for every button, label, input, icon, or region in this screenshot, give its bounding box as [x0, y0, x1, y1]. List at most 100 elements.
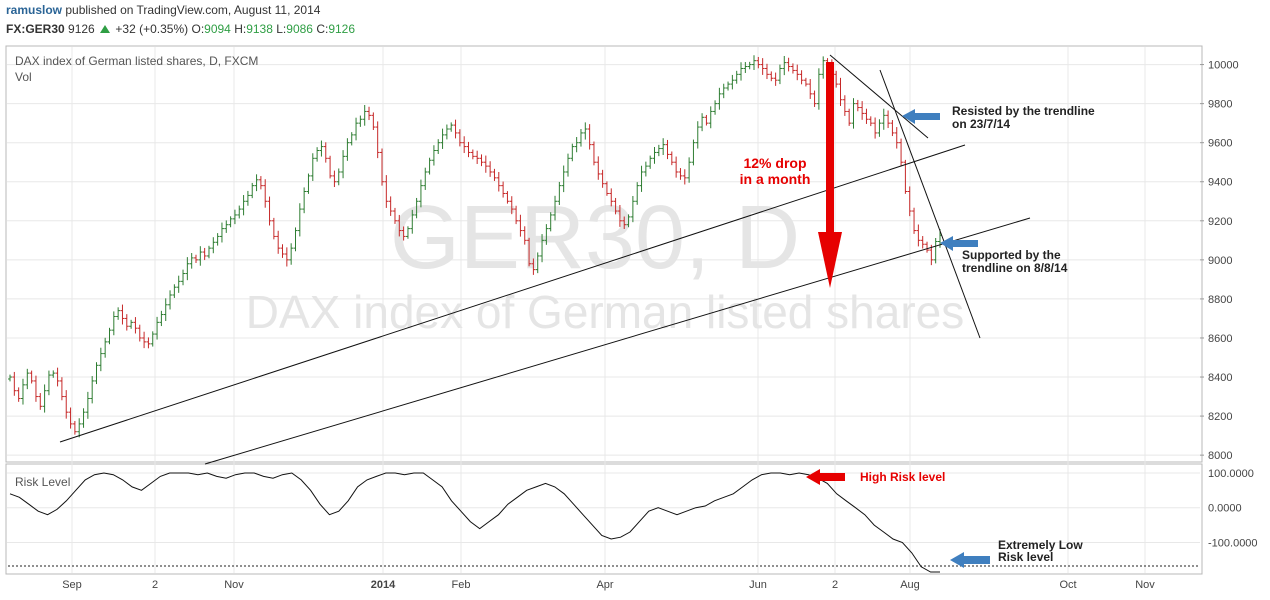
- ohlc-bar: [129, 319, 134, 329]
- ohlc-bar: [77, 418, 82, 438]
- ohlc-bar: [401, 226, 406, 241]
- ohlc-bar: [59, 377, 64, 401]
- up-triangle-icon: [100, 25, 111, 33]
- ohlc-bar: [133, 317, 138, 334]
- ohlc-bar: [726, 81, 731, 91]
- ohlc-bar: [453, 119, 458, 139]
- ohlc-bar: [16, 387, 21, 402]
- ohlc-bar: [111, 311, 116, 336]
- ohlc-bar: [466, 141, 471, 158]
- ohlc-bar: [380, 148, 384, 186]
- ohlc-bar: [795, 64, 800, 81]
- ohlc-bar: [362, 104, 367, 126]
- ohlc-bar: [527, 237, 532, 267]
- ohlc-bar: [405, 226, 410, 239]
- ohlc-bar: [488, 161, 493, 177]
- ohlc-bar: [427, 157, 432, 175]
- ohlc-bar: [777, 64, 782, 85]
- ohlc-bar: [120, 304, 125, 325]
- x-tick-label: Jun: [749, 579, 767, 591]
- ohlc-bar: [310, 153, 315, 181]
- y-tick-label: 9400: [1208, 177, 1232, 189]
- ohlc-bar: [540, 234, 545, 263]
- ohlc-bar: [769, 71, 774, 82]
- ohlc-bar: [85, 391, 90, 419]
- ohlc-bar: [444, 124, 449, 140]
- ohlc-bar: [68, 407, 73, 429]
- ohlc-bar: [332, 170, 337, 188]
- ohlc-bar: [358, 115, 363, 127]
- ohlc-bar: [172, 284, 177, 298]
- ohlc-bar: [613, 197, 618, 215]
- ohlc-bar: [847, 108, 852, 126]
- ohlc-bar: [414, 197, 419, 219]
- supported-arrow-icon: [940, 236, 978, 251]
- ohlc-bar: [297, 203, 302, 237]
- risk-line: [9, 472, 940, 573]
- ohlc-bar: [215, 233, 220, 246]
- ohlc-bar: [228, 216, 233, 228]
- ohlc-bar: [107, 327, 112, 345]
- ohlc-bar: [557, 181, 562, 205]
- risk-tick-label: -100.0000: [1208, 537, 1258, 549]
- ohlc-bar: [648, 155, 653, 169]
- ohlc-bar: [868, 116, 873, 127]
- ohlc-bar: [855, 99, 860, 112]
- x-tick-label: Apr: [596, 579, 613, 591]
- ohlc-bar: [561, 165, 566, 193]
- ohlc-bar: [29, 370, 34, 384]
- ohlc-bar: [669, 151, 674, 166]
- ohlc-bar: [799, 70, 804, 85]
- ohlc-bar: [652, 146, 657, 164]
- ohlc-bar: [864, 108, 869, 124]
- main-pane-frame: [5, 45, 1203, 463]
- ohlc-bar: [159, 310, 164, 327]
- high-value: 9138: [246, 22, 273, 36]
- ohlc-bar: [587, 124, 592, 150]
- ohlc-bar: [103, 337, 108, 358]
- low-risk-arrow-icon: [950, 552, 990, 568]
- ohlc-bar: [492, 168, 497, 181]
- drop-arrow-shaft: [826, 62, 834, 234]
- ohlc-bar: [916, 224, 921, 247]
- ohlc-bar: [206, 245, 211, 259]
- ohlc-bar: [276, 230, 281, 254]
- ohlc-bar: [674, 156, 679, 178]
- ohlc-bar: [886, 110, 891, 129]
- x-tick-label: Nov: [224, 579, 244, 591]
- ohlc-bar: [873, 117, 878, 139]
- ohlc-bar: [354, 117, 359, 141]
- ohlc-bar: [367, 106, 372, 121]
- ohlc-bar: [245, 190, 250, 206]
- ohlc-bar: [12, 371, 17, 396]
- ohlc-bar: [816, 68, 821, 110]
- ohlc-bar: [55, 367, 60, 387]
- ohlc-bar: [189, 253, 194, 269]
- ohlc-bar: [890, 120, 895, 137]
- ohlc-bar: [933, 237, 938, 264]
- ohlc-bar: [483, 155, 488, 173]
- x-tick-label: 2: [152, 579, 158, 591]
- ohlc-bar: [185, 257, 190, 281]
- ohlc-bar: [371, 112, 376, 130]
- risk-tick-label: 100.0000: [1208, 468, 1254, 480]
- ohlc-bar: [168, 290, 173, 310]
- ohlc-bar: [808, 79, 813, 99]
- drop-label-2: in a month: [740, 171, 811, 187]
- author-link[interactable]: ramuslow: [6, 3, 63, 17]
- ohlc-bar: [752, 55, 756, 71]
- ohlc-bar: [531, 258, 536, 275]
- ohlc-bar: [907, 186, 912, 217]
- y-tick-label: 9200: [1208, 216, 1232, 228]
- ohlc-bar: [319, 140, 324, 157]
- ohlc-bar: [8, 374, 12, 382]
- ohlc-bar: [64, 390, 69, 419]
- ohlc-bar: [194, 254, 198, 263]
- ohlc-bar: [384, 175, 389, 208]
- ohlc-bar: [747, 61, 752, 70]
- ohlc-bar: [803, 77, 808, 87]
- ohlc-bar: [137, 324, 142, 342]
- ohlc-bar: [250, 182, 255, 199]
- main-title: DAX index of German listed shares, D, FX…: [15, 54, 258, 68]
- ohlc-bar: [578, 129, 583, 147]
